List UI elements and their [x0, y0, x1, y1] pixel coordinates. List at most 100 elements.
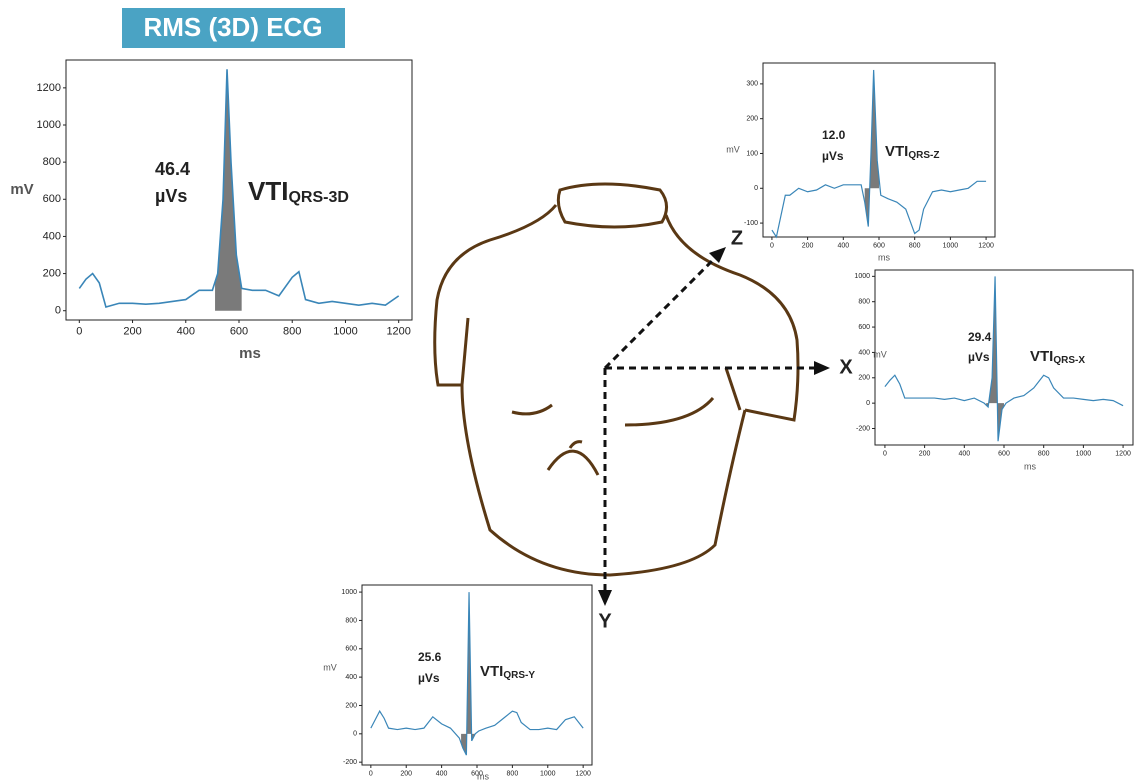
- area-unit: µVs: [822, 149, 844, 163]
- x-tick-label: 400: [958, 451, 970, 458]
- x-axis-label: ms: [878, 252, 890, 262]
- area-unit: µVs: [418, 671, 440, 685]
- x-tick-label: 0: [369, 771, 373, 778]
- vti-label: VTIQRS-X: [1030, 348, 1085, 366]
- y-tick-label: 1000: [37, 119, 61, 131]
- y-axis-label: mV: [10, 181, 33, 198]
- y-tick-label: 0: [754, 185, 758, 192]
- x-tick-label: 600: [230, 326, 248, 338]
- y-tick-label: 800: [43, 156, 61, 168]
- x-tick-label: 800: [283, 326, 301, 338]
- vti-subscript: QRS-Y: [503, 670, 535, 681]
- x-tick-label: 400: [177, 326, 195, 338]
- y-tick-label: 600: [345, 646, 357, 653]
- x-tick-label: 600: [873, 243, 885, 250]
- plot-frame: [875, 270, 1133, 445]
- x-tick-label: 200: [123, 326, 141, 338]
- x-tick-label: 800: [909, 243, 921, 250]
- vti-subscript: QRS-Z: [908, 150, 939, 161]
- y-tick-label: 1000: [341, 589, 357, 596]
- x-tick-label: 1200: [386, 326, 410, 338]
- vti-main: VTI: [480, 663, 503, 680]
- axis-arrows: [598, 247, 830, 606]
- x-tick-label: 1000: [1076, 451, 1092, 458]
- x-tick-label: 200: [400, 771, 412, 778]
- area-value: 12.0: [822, 128, 846, 142]
- y-tick-label: 300: [746, 81, 758, 88]
- x-tick-label: 0: [883, 451, 887, 458]
- vti-label: VTIQRS-3D: [248, 176, 349, 207]
- x-tick-label: 1000: [540, 771, 556, 778]
- x-tick-label: 1000: [333, 326, 357, 338]
- ecg-line: [371, 592, 583, 755]
- figure: RMS (3D) ECG X Y Z 020040060080010001200…: [0, 0, 1135, 784]
- area-value: 25.6: [418, 650, 442, 664]
- y-tick-label: 400: [43, 230, 61, 242]
- y-tick-label: 800: [345, 617, 357, 624]
- y-tick-label: 0: [866, 400, 870, 407]
- ecg-line: [79, 69, 398, 307]
- axis-label-x: X: [839, 356, 853, 378]
- vti-label: VTIQRS-Z: [885, 143, 939, 161]
- y-tick-label: -200: [343, 759, 357, 766]
- x-tick-label: 600: [998, 451, 1010, 458]
- page: {"title": "RMS (3D) ECG", "diagram": {"a…: [0, 0, 1135, 784]
- y-tick-label: 0: [55, 305, 61, 317]
- vti-subscript: QRS-X: [1053, 355, 1085, 366]
- area-value: 29.4: [968, 330, 992, 344]
- ecg-chart: -200 0 200 400 600 800 1000 0 200 400 600 800 1000 12…: [854, 270, 1133, 471]
- area-value: 46.4: [155, 159, 190, 179]
- ecg-line: [885, 276, 1123, 441]
- x-tick-label: 1200: [575, 771, 591, 778]
- x-tick-label: 800: [1038, 451, 1050, 458]
- vti-label: VTIQRS-Y: [480, 663, 535, 681]
- x-tick-label: 400: [436, 771, 448, 778]
- ecg-chart: 0 200 400 600 800 1000 1200 0 200 400 600 800 1000 12…: [10, 60, 412, 362]
- x-tick-label: 400: [837, 243, 849, 250]
- x-tick-label: 800: [507, 771, 519, 778]
- y-tick-label: 400: [858, 349, 870, 356]
- x-axis-label: ms: [1024, 461, 1036, 471]
- y-tick-label: 1200: [37, 82, 61, 94]
- x-tick-label: 1200: [1115, 451, 1131, 458]
- y-tick-label: 200: [345, 702, 357, 709]
- y-tick-label: 400: [345, 674, 357, 681]
- vti-main: VTI: [248, 176, 288, 206]
- ecg-chart: -100 0 100 200 300 0 200 400 600 800 1000 1200 mV ms 1…: [726, 63, 995, 262]
- y-tick-label: 200: [858, 375, 870, 382]
- x-tick-label: 1000: [943, 243, 959, 250]
- y-tick-label: 200: [746, 116, 758, 123]
- plot-frame: [763, 63, 995, 237]
- vti-subscript: QRS-3D: [288, 189, 348, 206]
- y-tick-label: 600: [43, 193, 61, 205]
- x-axis-label: ms: [239, 345, 261, 362]
- x-tick-label: 0: [770, 243, 774, 250]
- axis-label-z: Z: [731, 227, 743, 249]
- ecg-line: [772, 70, 986, 237]
- y-tick-label: -200: [856, 425, 870, 432]
- x-tick-label: 200: [802, 243, 814, 250]
- axis-label-y: Y: [598, 610, 612, 632]
- y-tick-label: 600: [858, 324, 870, 331]
- vti-main: VTI: [1030, 348, 1053, 365]
- x-axis-label: ms: [477, 771, 489, 781]
- area-unit: µVs: [155, 186, 187, 206]
- x-tick-label: 200: [919, 451, 931, 458]
- plot-frame: [362, 585, 592, 765]
- area-unit: µVs: [968, 350, 990, 364]
- x-tick-label: 0: [76, 326, 82, 338]
- y-axis-label: mV: [323, 662, 337, 672]
- y-tick-label: 0: [353, 731, 357, 738]
- y-tick-label: 200: [43, 267, 61, 279]
- y-tick-label: 100: [746, 150, 758, 157]
- x-tick-label: 1200: [978, 243, 994, 250]
- y-axis-label: mV: [726, 144, 740, 154]
- vti-main: VTI: [885, 143, 908, 160]
- y-tick-label: 1000: [854, 273, 870, 280]
- y-tick-label: -100: [744, 220, 758, 227]
- torso: [435, 184, 798, 575]
- y-axis-label: mV: [873, 349, 887, 359]
- figure-title: RMS (3D) ECG: [143, 12, 322, 42]
- y-tick-label: 800: [858, 299, 870, 306]
